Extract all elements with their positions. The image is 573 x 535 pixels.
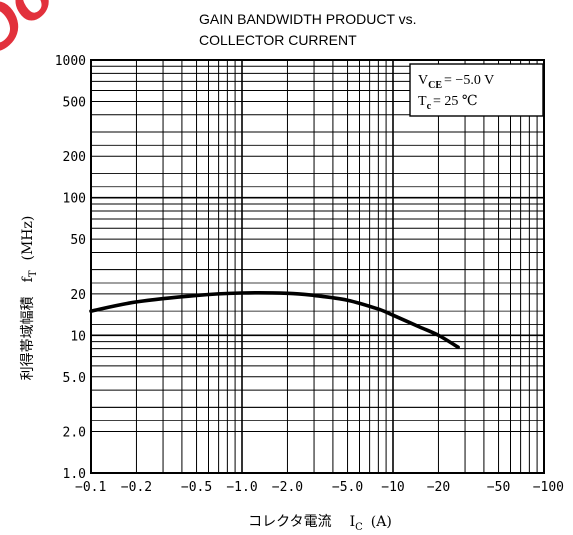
plot-frame — [90, 59, 545, 474]
x-tick-label: −50 — [487, 480, 510, 495]
x-tick-label: −0.2 — [121, 480, 152, 495]
chart-title-line2: COLLECTOR CURRENT — [199, 32, 357, 48]
conditions-box: VCE = −5.0 V Tc = 25 ℃ — [409, 63, 544, 117]
condition-vce: VCE = −5.0 V — [418, 73, 494, 91]
y-tick-label: 2.0 — [63, 426, 86, 441]
x-tick-label: −0.1 — [75, 480, 106, 495]
y-axis: 1.0 2.0 5.0 10 20 50 100 200 500 1000 — [55, 54, 86, 482]
grid — [91, 60, 544, 473]
x-tick-label: −1.0 — [226, 480, 257, 495]
x-tick-label: −2.0 — [272, 480, 303, 495]
condition-tc: Tc = 25 ℃ — [418, 94, 478, 112]
x-tick-label: −100 — [533, 480, 564, 495]
y-tick-label: 10 — [70, 329, 86, 344]
y-axis-label: 利得帯域幅積fT(MHz) — [19, 216, 39, 381]
x-tick-label: −5.0 — [332, 480, 363, 495]
series-group — [89, 291, 460, 349]
y-tick-label: 100 — [63, 192, 86, 207]
y-tick-label: 200 — [63, 150, 86, 165]
x-tick-label: −10 — [381, 480, 404, 495]
x-axis: −0.1 −0.2 −0.5 −1.0 −2.0 −5.0 −10 −20 −50 −100 — [75, 480, 564, 495]
x-axis-label: コレクタ電流 IC (A) — [248, 514, 392, 533]
y-tick-label: 500 — [63, 95, 86, 110]
y-tick-label: 5.0 — [63, 371, 86, 386]
y-tick-label: 50 — [70, 233, 86, 248]
y-tick-label: 20 — [70, 288, 86, 303]
y-tick-label: 1.0 — [63, 467, 86, 482]
chart-title-line1: GAIN BANDWIDTH PRODUCT vs. — [199, 11, 417, 27]
series-line — [89, 291, 460, 349]
x-tick-label: −0.5 — [181, 480, 212, 495]
y-tick-label: 1000 — [55, 54, 86, 69]
x-tick-label: −20 — [427, 480, 450, 495]
